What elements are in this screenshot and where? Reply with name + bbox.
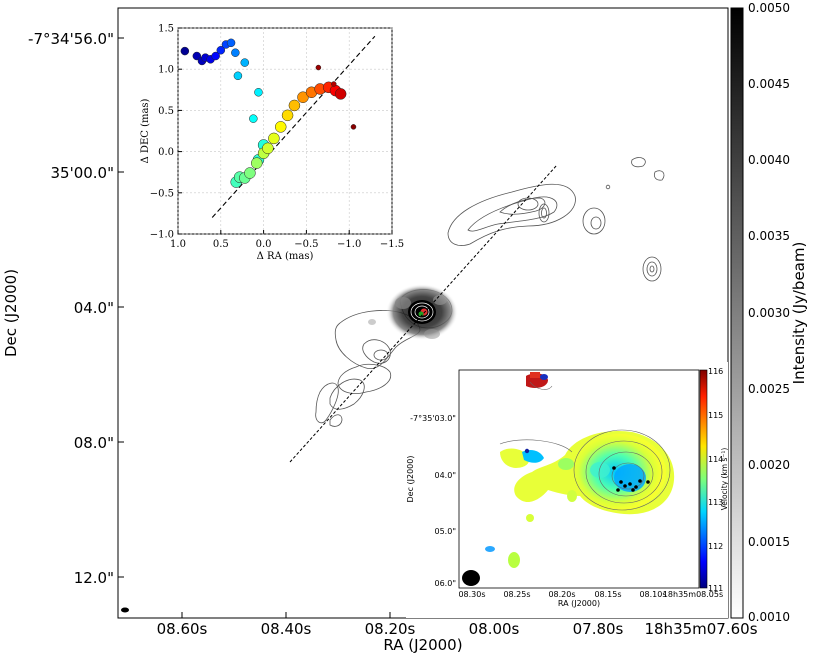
intensity-colorbar: 0.0050 0.0045 0.0040 0.0035 0.0030 0.002… bbox=[730, 1, 808, 624]
main-x-tick-label: 08.40s bbox=[261, 620, 312, 638]
inset-data-point bbox=[211, 51, 220, 61]
inset-data-point bbox=[251, 157, 263, 169]
colorbar-tick-label: 0.0045 bbox=[748, 77, 790, 91]
inset-y-tick-label: 0.5 bbox=[158, 106, 174, 117]
main-y-tick-label: -7°34'56.0" bbox=[28, 30, 114, 48]
velocity-y-axis-label: Dec (J2000) bbox=[406, 456, 415, 503]
inset-x-tick-label: −1.5 bbox=[380, 239, 404, 250]
inset-x-tick-label: 0.5 bbox=[213, 239, 229, 250]
inset-y-tick-label: −0.5 bbox=[150, 188, 174, 199]
inset-data-point bbox=[233, 71, 243, 81]
main-x-tick-label: 18h35m07.60s bbox=[644, 620, 757, 638]
colorbar-tick-label: 0.0025 bbox=[748, 382, 790, 396]
colorbar-label: Intensity (Jy/beam) bbox=[790, 242, 808, 385]
velocity-x-tick-label: 08.10s bbox=[639, 590, 666, 599]
main-y-tick-label: 08.0" bbox=[74, 434, 114, 452]
inset-data-point bbox=[262, 142, 274, 155]
inset-y-tick-label: 0.0 bbox=[158, 147, 174, 158]
main-y-axis-label: Dec (J2000) bbox=[2, 269, 20, 357]
velocity-map-inset: 08.30s 08.25s 08.20s 08.15s 08.10s 18h35… bbox=[406, 362, 729, 618]
velocity-x-tick-label: 08.15s bbox=[594, 590, 621, 599]
maser-spots bbox=[612, 466, 650, 492]
velocity-y-tick-label: -7°35'03.0" bbox=[410, 414, 456, 423]
main-y-tick-label: 35'00.0" bbox=[50, 164, 114, 182]
inset-data-point bbox=[240, 58, 250, 67]
inset-x-tick-label: −1.0 bbox=[337, 239, 361, 250]
inset-plot-frame bbox=[177, 27, 393, 235]
main-y-tick-label: 04.0" bbox=[74, 299, 114, 317]
inset-data-point bbox=[244, 167, 256, 179]
velocity-colorbar-tick-label: 113 bbox=[708, 498, 723, 507]
inset-y-axis-label: Δ DEC (mas) bbox=[140, 98, 151, 163]
velocity-colorbar-tick-label: 114 bbox=[708, 455, 723, 464]
colorbar-tick-label: 0.0035 bbox=[748, 229, 790, 243]
inset-data-point bbox=[254, 88, 263, 97]
inset-data-point bbox=[297, 91, 309, 103]
colorbar-tick-label: 0.0010 bbox=[748, 610, 790, 624]
jet-axis-line bbox=[289, 164, 558, 463]
inset-data-point bbox=[192, 51, 202, 61]
inset-data-point bbox=[350, 124, 357, 130]
inset-x-tick-label: 0.0 bbox=[256, 239, 272, 250]
inset-data-point bbox=[274, 121, 287, 133]
colorbar-tick-label: 0.0020 bbox=[748, 458, 790, 472]
velocity-contours bbox=[499, 381, 671, 511]
colorbar-tick-label: 0.0040 bbox=[748, 153, 790, 167]
velocity-y-tick-label: 04.0" bbox=[435, 471, 457, 480]
proper-motion-inset: 1.0 0.5 0.0 −0.5 −1.0 −1.5 1.5 1.0 0.5 0.0 −0.5 −1… bbox=[137, 16, 437, 276]
main-y-ticks bbox=[118, 37, 124, 578]
main-x-axis-label: RA (J2000) bbox=[383, 636, 462, 654]
inset-data-point bbox=[315, 64, 322, 71]
colorbar-tick-label: 0.0030 bbox=[748, 306, 790, 320]
inset-points bbox=[180, 38, 357, 188]
colorbar-tick-label: 0.0015 bbox=[748, 535, 790, 549]
velocity-colorbar bbox=[699, 369, 708, 589]
velocity-y-tick-label: 06.0" bbox=[435, 579, 457, 588]
inset-data-point bbox=[180, 46, 190, 56]
main-beam bbox=[121, 607, 129, 613]
inset-data-point bbox=[334, 88, 347, 100]
inset-data-point bbox=[249, 114, 258, 123]
main-y-tick-label: 12.0" bbox=[74, 569, 114, 587]
inset-gridlines bbox=[177, 27, 393, 235]
velocity-y-tick-label: 05.0" bbox=[435, 527, 457, 536]
inset-x-tick-label: −0.5 bbox=[294, 239, 318, 250]
velocity-x-tick-label: 08.25s bbox=[503, 590, 530, 599]
inset-x-tick-label: 1.0 bbox=[170, 239, 186, 250]
main-x-tick-label: 08.20s bbox=[365, 620, 416, 638]
inset-data-point bbox=[288, 99, 301, 112]
velocity-beam bbox=[462, 570, 480, 586]
velocity-colorbar-label: Velocity (km s⁻¹) bbox=[720, 448, 729, 511]
inset-x-axis-label: Δ RA (mas) bbox=[257, 251, 314, 262]
inset-data-point bbox=[216, 45, 226, 55]
velocity-x-tick-label: 18h35m08.05s bbox=[663, 590, 723, 599]
velocity-x-axis-label: RA (J2000) bbox=[558, 599, 600, 608]
colorbar-tick-label: 0.0050 bbox=[748, 1, 790, 15]
inset-data-point bbox=[268, 132, 280, 145]
main-x-tick-label: 07.80s bbox=[573, 620, 624, 638]
inset-y-tick-label: 1.0 bbox=[158, 65, 174, 76]
velocity-colorbar-tick-label: 116 bbox=[708, 367, 723, 376]
main-x-tick-label: 08.60s bbox=[157, 620, 208, 638]
inset-data-point bbox=[226, 38, 236, 48]
inset-y-tick-label: 1.5 bbox=[158, 24, 174, 35]
inset-data-point bbox=[281, 109, 294, 122]
inset-fit-line bbox=[211, 35, 376, 218]
velocity-x-tick-label: 08.20s bbox=[548, 590, 575, 599]
inset-y-tick-label: −1.0 bbox=[150, 230, 174, 241]
main-x-tick-label: 08.00s bbox=[469, 620, 520, 638]
velocity-colorbar-tick-label: 112 bbox=[708, 542, 723, 551]
velocity-colorbar-tick-label: 111 bbox=[708, 584, 723, 593]
velocity-x-tick-label: 08.30s bbox=[458, 590, 485, 599]
inset-data-point bbox=[231, 48, 240, 57]
inset-data-point bbox=[331, 81, 337, 87]
velocity-colorbar-tick-label: 115 bbox=[708, 411, 723, 420]
